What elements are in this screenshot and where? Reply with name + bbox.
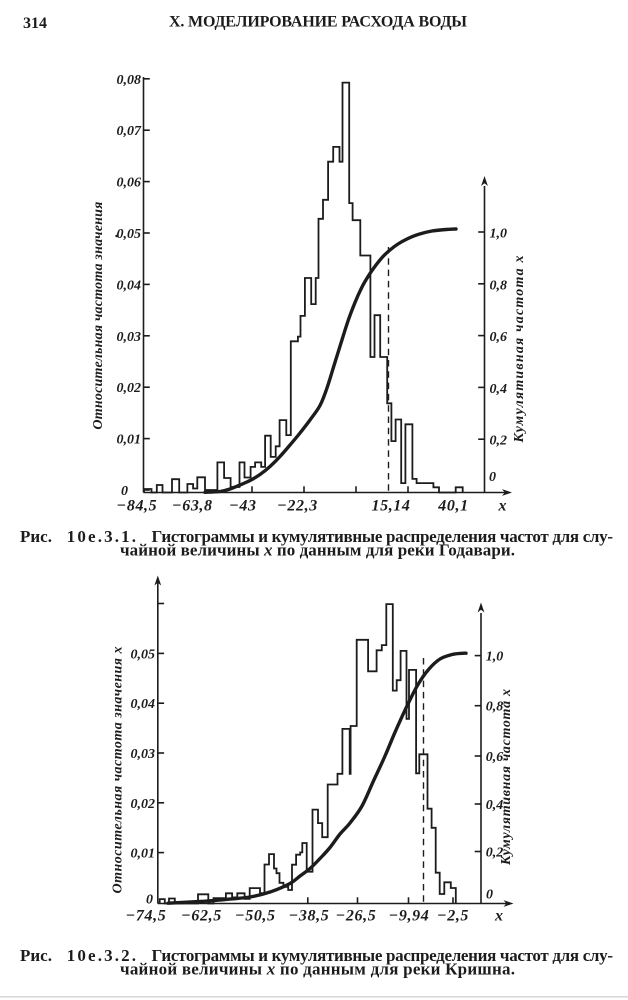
svg-text:0: 0 <box>121 484 128 499</box>
svg-text:0,03: 0,03 <box>117 330 142 345</box>
svg-text:чайной величины x по данным дл: чайной величины x по данным для реки Год… <box>120 540 515 559</box>
svg-text:15,14: 15,14 <box>372 498 411 515</box>
svg-text:0,6: 0,6 <box>486 750 504 765</box>
svg-text:−2,5: −2,5 <box>437 908 469 925</box>
svg-text:0,03: 0,03 <box>131 747 156 762</box>
svg-text:Рис.: Рис. <box>20 527 52 546</box>
svg-text:0: 0 <box>486 888 493 903</box>
svg-text:−43: −43 <box>229 498 257 515</box>
svg-text:0,2: 0,2 <box>486 846 504 861</box>
svg-text:Гистограммы и кумулятивные рас: Гистограммы и кумулятивные распределения… <box>152 527 614 546</box>
svg-text:0: 0 <box>146 893 153 908</box>
svg-text:Относительная частота значения: Относительная частота значения <box>91 202 106 430</box>
svg-text:−38,5: −38,5 <box>289 908 330 925</box>
svg-text:0,07: 0,07 <box>117 124 143 139</box>
svg-text:−9,94: −9,94 <box>389 908 430 925</box>
svg-text:0,6: 0,6 <box>490 330 508 345</box>
svg-text:0,4: 0,4 <box>486 798 504 813</box>
svg-text:0,04: 0,04 <box>131 697 156 712</box>
svg-text:314: 314 <box>23 15 47 32</box>
svg-text:1,0: 1,0 <box>486 650 504 665</box>
svg-text:40,1: 40,1 <box>437 498 468 515</box>
svg-text:−84,5: −84,5 <box>117 498 158 515</box>
svg-text:0,05: 0,05 <box>131 647 156 662</box>
svg-text:0,8: 0,8 <box>490 278 508 293</box>
svg-text:0,05: 0,05 <box>117 227 142 242</box>
svg-text:X. МОДЕЛИРОВАНИЕ РАСХОДА ВОДЫ: X. МОДЕЛИРОВАНИЕ РАСХОДА ВОДЫ <box>169 13 467 30</box>
svg-text:−74,5: −74,5 <box>126 908 167 925</box>
svg-text:10е.3.2.: 10е.3.2. <box>67 946 136 965</box>
svg-text:Гистограммы и кумулятивные рас: Гистограммы и кумулятивные распределения… <box>152 946 614 965</box>
svg-text:0,01: 0,01 <box>131 847 156 862</box>
svg-text:0,2: 0,2 <box>490 434 508 449</box>
svg-text:Рис.: Рис. <box>20 946 52 965</box>
svg-text:0,02: 0,02 <box>117 381 142 396</box>
svg-text:−26,5: −26,5 <box>336 908 377 925</box>
svg-text:чайной величины x по данным дл: чайной величины x по данным для реки Кри… <box>120 960 515 979</box>
svg-text:x: x <box>494 908 503 925</box>
svg-text:0,08: 0,08 <box>117 73 142 88</box>
svg-text:−22,3: −22,3 <box>277 498 318 515</box>
svg-text:10е.3.1.: 10е.3.1. <box>67 527 136 546</box>
svg-text:0,06: 0,06 <box>117 176 142 191</box>
svg-text:0,04: 0,04 <box>117 278 142 293</box>
svg-text:−50,5: −50,5 <box>235 908 276 925</box>
svg-text:1,0: 1,0 <box>490 227 508 242</box>
svg-text:−63,8: −63,8 <box>172 498 213 515</box>
svg-text:−62,5: −62,5 <box>181 908 222 925</box>
svg-text:x: x <box>498 498 507 515</box>
svg-text:0,8: 0,8 <box>486 700 504 715</box>
svg-text:Относительная частота значения: Относительная частота значения x <box>111 647 126 894</box>
svg-text:0: 0 <box>489 470 496 485</box>
svg-text:Кумулятивная частота x: Кумулятивная частота x <box>499 689 514 866</box>
svg-text:Кумулятивная частота x: Кумулятивная частота x <box>512 256 527 444</box>
svg-text:0,4: 0,4 <box>490 382 508 397</box>
svg-text:0,02: 0,02 <box>131 797 156 812</box>
svg-text:0,01: 0,01 <box>117 433 142 448</box>
